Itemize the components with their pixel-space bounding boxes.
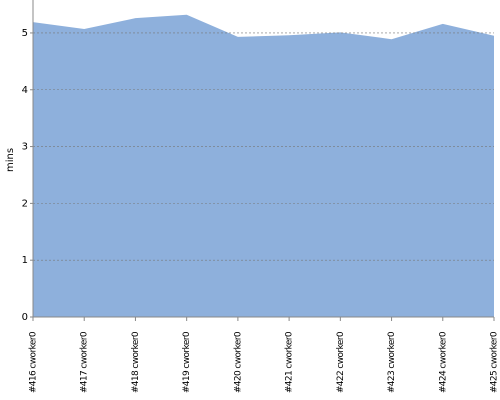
y-tick-label: 2 <box>22 198 28 209</box>
x-tick-label: #419 cworker0 <box>182 331 192 393</box>
y-tick-label: 0 <box>22 312 28 323</box>
y-tick-label: 1 <box>22 255 28 266</box>
x-tick-label: #425 cworker0 <box>490 331 500 393</box>
x-tick-label: #420 cworker0 <box>233 331 243 393</box>
y-tick-label: 4 <box>22 85 28 96</box>
y-axis-label: mins <box>5 148 16 172</box>
x-tick-label: #424 cworker0 <box>438 331 448 393</box>
y-tick-label: 5 <box>22 28 28 39</box>
x-tick-label: #418 cworker0 <box>131 331 141 393</box>
x-tick-label: #422 cworker0 <box>336 331 346 393</box>
x-tick-label: #423 cworker0 <box>387 331 397 393</box>
y-tick-label: 3 <box>22 142 28 153</box>
x-tick-label: #421 cworker0 <box>285 331 295 393</box>
area <box>33 14 494 318</box>
x-tick-label: #416 cworker0 <box>29 331 39 393</box>
x-tick-label: #417 cworker0 <box>80 331 90 393</box>
